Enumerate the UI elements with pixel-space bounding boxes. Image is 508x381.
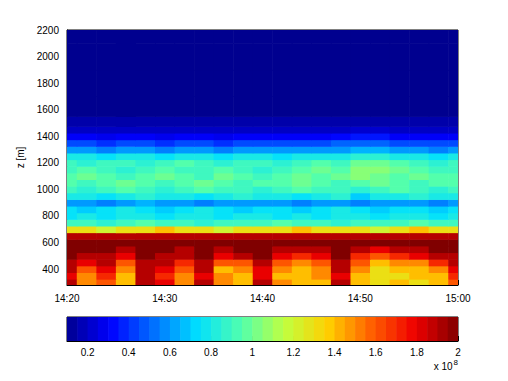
svg-text:1400: 1400 <box>37 131 60 142</box>
svg-text:2000: 2000 <box>37 51 60 62</box>
svg-text:15:00: 15:00 <box>445 293 470 304</box>
svg-text:1.4: 1.4 <box>328 347 342 358</box>
svg-text:400: 400 <box>42 264 59 275</box>
svg-text:1800: 1800 <box>37 78 60 89</box>
svg-text:1600: 1600 <box>37 104 60 115</box>
svg-text:0.6: 0.6 <box>163 347 177 358</box>
svg-text:14:50: 14:50 <box>348 293 373 304</box>
svg-text:14:40: 14:40 <box>250 293 275 304</box>
svg-text:z [m]: z [m] <box>15 146 26 168</box>
svg-text:0.8: 0.8 <box>204 347 218 358</box>
svg-text:1200: 1200 <box>37 157 60 168</box>
svg-text:1: 1 <box>249 347 255 358</box>
svg-text:2: 2 <box>455 347 461 358</box>
svg-text:1.8: 1.8 <box>410 347 424 358</box>
svg-text:800: 800 <box>42 210 59 221</box>
svg-text:1.6: 1.6 <box>369 347 383 358</box>
svg-text:8: 8 <box>454 358 459 367</box>
svg-text:600: 600 <box>42 237 59 248</box>
svg-text:0.4: 0.4 <box>122 347 136 358</box>
svg-text:2200: 2200 <box>37 25 60 36</box>
svg-text:14:20: 14:20 <box>54 293 79 304</box>
svg-text:1.2: 1.2 <box>286 347 300 358</box>
svg-text:0.2: 0.2 <box>81 347 95 358</box>
svg-text:x 10: x 10 <box>434 361 453 372</box>
svg-text:14:30: 14:30 <box>152 293 177 304</box>
svg-text:1000: 1000 <box>37 184 60 195</box>
